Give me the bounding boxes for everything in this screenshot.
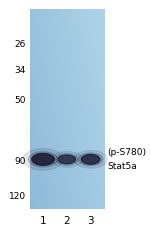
Ellipse shape: [79, 153, 103, 166]
Text: Stat5a: Stat5a: [107, 163, 137, 171]
Text: 26: 26: [14, 40, 26, 49]
Ellipse shape: [74, 151, 107, 168]
Text: 3: 3: [87, 216, 94, 226]
Ellipse shape: [81, 155, 100, 164]
Ellipse shape: [23, 149, 63, 170]
Text: 1: 1: [40, 216, 46, 226]
Ellipse shape: [58, 155, 75, 164]
Text: 50: 50: [14, 96, 26, 105]
Ellipse shape: [56, 154, 78, 165]
Text: 120: 120: [9, 192, 26, 201]
Ellipse shape: [51, 152, 82, 167]
Text: 2: 2: [63, 216, 70, 226]
Text: (p-S780): (p-S780): [107, 148, 146, 157]
Text: 34: 34: [14, 66, 26, 75]
Ellipse shape: [32, 153, 54, 165]
Ellipse shape: [28, 152, 58, 167]
Text: 90: 90: [14, 157, 26, 166]
